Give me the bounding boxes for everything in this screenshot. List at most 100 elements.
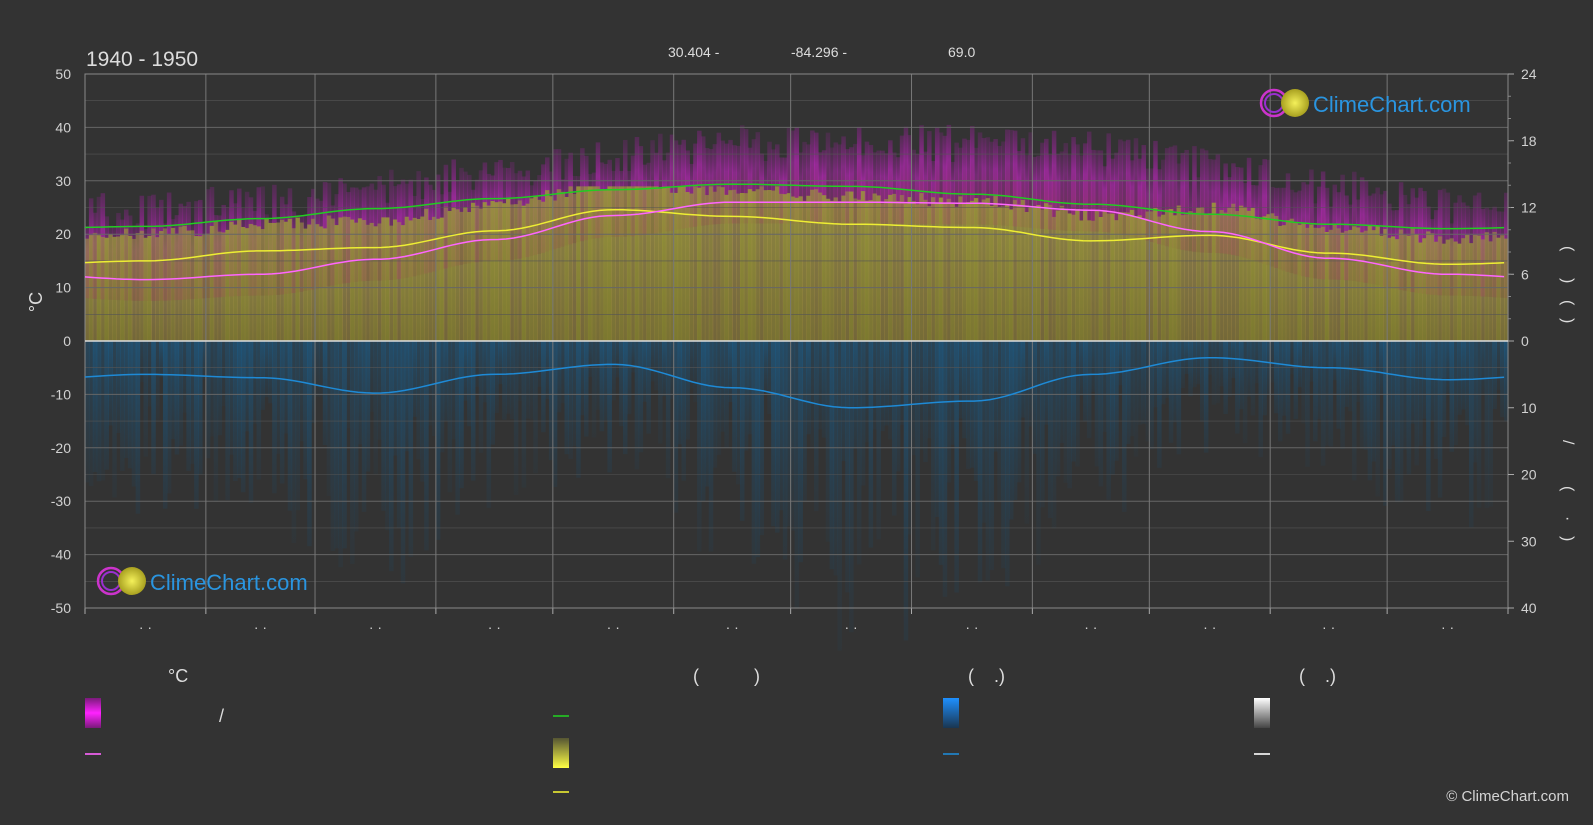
temp-range-band [1063, 143, 1069, 231]
precip-band [420, 341, 425, 482]
temp-range-band [903, 126, 909, 224]
sunshine-band [1075, 209, 1080, 341]
precip-band [392, 341, 398, 456]
sunshine-band [1238, 205, 1244, 341]
sunshine-band [424, 208, 429, 341]
temp-range-band [743, 129, 749, 224]
temp-range-band [1055, 154, 1061, 231]
sunshine-band [552, 200, 558, 341]
right-axis-label-bottom: · [1559, 516, 1576, 521]
sunshine-band [155, 237, 160, 341]
right-axis-label-bottom: ) [1559, 536, 1576, 541]
sunshine-band [829, 200, 835, 341]
precip-band [307, 341, 312, 547]
sunshine-band [825, 198, 831, 341]
copyright: © ClimeChart.com [1446, 788, 1569, 805]
precip-band [607, 341, 612, 473]
month-tick-label: · · [844, 619, 857, 635]
sunshine-band [899, 195, 905, 341]
temp-range-band [1024, 155, 1030, 228]
sunshine-band [1016, 204, 1022, 341]
sunshine-band [1426, 231, 1431, 341]
precip-band [962, 341, 967, 439]
precip-band [1110, 341, 1115, 475]
sunshine-band [942, 202, 948, 341]
precip-band [412, 341, 417, 417]
sunshine-band [736, 193, 741, 341]
sunshine-band [767, 189, 772, 341]
precip-band [159, 341, 164, 378]
temp-range-band [697, 130, 702, 227]
sunshine-band [1379, 235, 1384, 341]
sunshine-band [1367, 225, 1373, 341]
precip-band [911, 341, 917, 456]
precip-band [841, 341, 846, 462]
precip-band [1001, 341, 1006, 569]
sunshine-band [1188, 211, 1193, 341]
latitude-label: 30.404 - [668, 44, 720, 60]
precip-band [182, 341, 187, 413]
precip-band [712, 341, 718, 468]
precip-band [716, 341, 722, 455]
sunshine-band [1340, 232, 1345, 341]
precip-band [244, 341, 250, 432]
sunshine-band [1328, 229, 1334, 341]
precip-band [1340, 341, 1345, 449]
sunshine-band [1090, 220, 1096, 341]
sunshine-band [85, 238, 90, 341]
precip-band [1122, 341, 1127, 512]
sunshine-band [1223, 212, 1228, 341]
temp-range-band [778, 157, 784, 224]
sunshine-band [1336, 228, 1341, 341]
precip-band [1149, 341, 1154, 450]
sunshine-band [116, 236, 121, 341]
sunshine-band [439, 217, 445, 341]
sunshine-band [845, 191, 850, 341]
sunshine-band [712, 191, 718, 341]
precip-band [482, 341, 488, 403]
legend: °C ( ) ( .) ( .) / [85, 666, 1336, 793]
sunshine-band [237, 218, 242, 341]
temp-range-band [1012, 130, 1018, 227]
precip-band [268, 341, 273, 404]
precip-band [1231, 341, 1236, 379]
precip-band [354, 341, 359, 532]
sunshine-band [697, 187, 702, 341]
precip-band [985, 341, 991, 581]
precip-band [162, 341, 168, 509]
precip-band [279, 341, 285, 484]
precip-band [194, 341, 199, 509]
temp-range-band [389, 169, 394, 281]
temp-range-band [775, 144, 780, 224]
sunshine-band [357, 218, 363, 341]
temp-range-band [966, 139, 971, 225]
precip-band [821, 341, 827, 438]
temp-range-band [899, 135, 905, 224]
precip-band [1012, 341, 1018, 500]
precip-band [1449, 341, 1455, 452]
precip-band [1238, 341, 1244, 410]
temp-range-band [552, 149, 558, 250]
precip-band [205, 341, 211, 459]
precip-band [1106, 341, 1111, 500]
precip-band [1005, 341, 1010, 587]
temp-range-band [1157, 169, 1162, 245]
temp-range-band [673, 140, 679, 231]
sunshine-band [412, 217, 417, 341]
sunshine-band [1449, 238, 1455, 341]
precip-band [1157, 341, 1162, 468]
sunshine-band [482, 202, 488, 341]
precip-band [599, 341, 605, 432]
sunshine-band [322, 228, 328, 341]
temp-range-band [794, 126, 800, 224]
sunshine-band [1227, 207, 1232, 341]
sunshine-band [985, 198, 991, 341]
precip-band [778, 341, 784, 511]
temp-range-band [681, 139, 686, 229]
right-axis-label-top: ( [1559, 300, 1576, 306]
sunshine-band [1258, 219, 1263, 341]
temp-range-band [993, 139, 998, 226]
precip-band [463, 341, 468, 401]
right-tick-label: 18 [1521, 133, 1537, 149]
